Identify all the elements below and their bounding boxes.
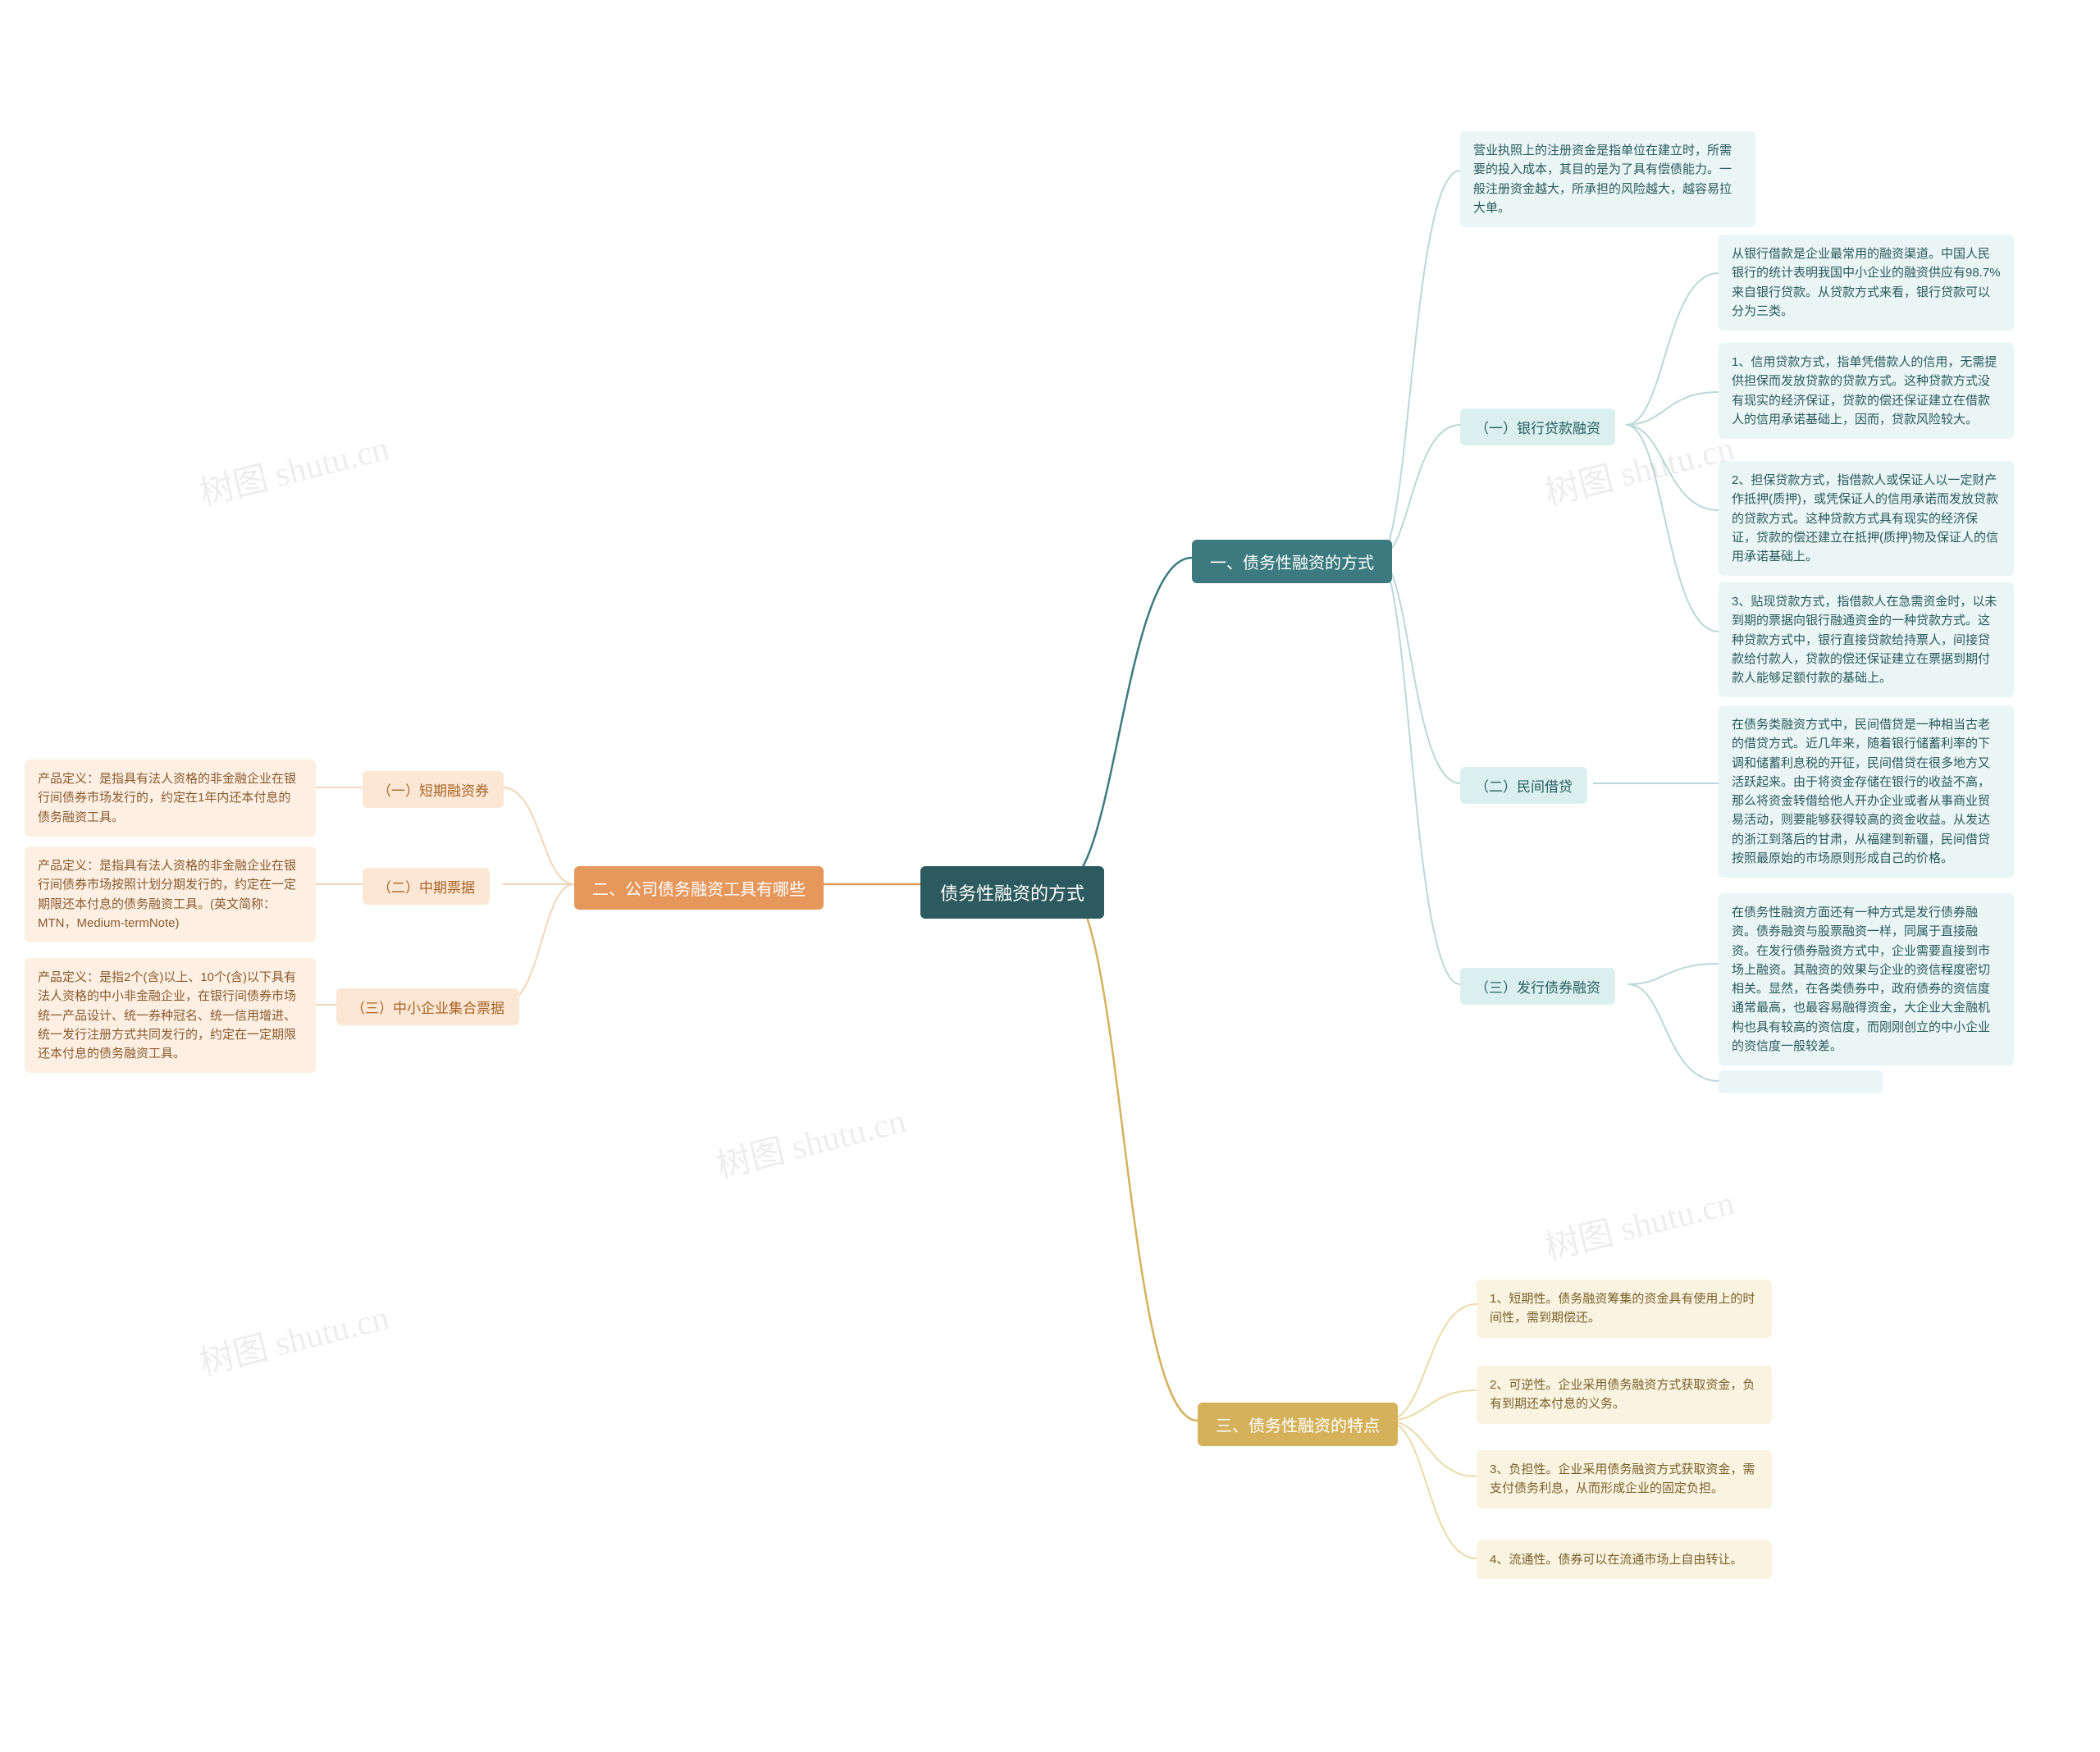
- branch-2-sub-2[interactable]: （二）中期票据: [363, 868, 490, 905]
- branch-3-leaf-1[interactable]: 2、可逆性。企业采用债务融资方式获取资金，负有到期还本付息的义务。: [1477, 1366, 1772, 1424]
- branch-2-sub-1-leaf[interactable]: 产品定义：是指具有法人资格的非金融企业在银行间债券市场发行的，约定在1年内还本付…: [25, 760, 316, 837]
- branch-3-leaf-0[interactable]: 1、短期性。债务融资筹集的资金具有使用上的时间性，需到期偿还。: [1477, 1280, 1772, 1338]
- branch-2[interactable]: 二、公司债务融资工具有哪些: [574, 866, 824, 910]
- branch-1-sub-3[interactable]: （三）发行债券融资: [1460, 968, 1615, 1005]
- branch-1-sub-2[interactable]: （二）民间借贷: [1460, 767, 1587, 804]
- branch-1[interactable]: 一、债务性融资的方式: [1192, 540, 1392, 583]
- branch-1-sub-3-leaf[interactable]: 在债务性融资方面还有一种方式是发行债券融资。债券融资与股票融资一样，同属于直接融…: [1719, 893, 2014, 1065]
- branch-3-leaf-3[interactable]: 4、流通性。债券可以在流通市场上自由转让。: [1477, 1540, 1772, 1579]
- branch-2-sub-1[interactable]: （一）短期融资券: [363, 771, 504, 808]
- branch-2-sub-2-leaf[interactable]: 产品定义：是指具有法人资格的非金融企业在银行间债券市场按照计划分期发行的，约定在…: [25, 846, 316, 942]
- branch-2-sub-3[interactable]: （三）中小企业集合票据: [336, 988, 519, 1025]
- branch-1-sub-3-empty: [1719, 1070, 1883, 1093]
- branch-1-intro[interactable]: 营业执照上的注册资金是指单位在建立时，所需要的投入成本，其目的是为了具有偿债能力…: [1460, 131, 1755, 227]
- branch-1-sub-1[interactable]: （一）银行贷款融资: [1460, 408, 1615, 445]
- watermark: 树图 shutu.cn: [710, 1093, 910, 1188]
- root-node[interactable]: 债务性融资的方式: [920, 866, 1104, 919]
- watermark: 树图 shutu.cn: [194, 420, 393, 515]
- branch-1-sub-1-leaf-2[interactable]: 2、担保贷款方式，指借款人或保证人以一定财产作抵押(质押)，或凭保证人的信用承诺…: [1719, 461, 2014, 576]
- branch-1-sub-1-leaf-0[interactable]: 从银行借款是企业最常用的融资渠道。中国人民银行的统计表明我国中小企业的融资供应有…: [1719, 235, 2014, 331]
- branch-1-sub-2-leaf[interactable]: 在债务类融资方式中，民间借贷是一种相当古老的借贷方式。近几年来，随着银行储蓄利率…: [1719, 705, 2014, 878]
- watermark: 树图 shutu.cn: [194, 1289, 393, 1385]
- branch-1-sub-1-leaf-3[interactable]: 3、贴现贷款方式，指借款人在急需资金时，以未到期的票据向银行融通资金的一种贷款方…: [1719, 582, 2014, 697]
- watermark: 树图 shutu.cn: [1539, 1175, 1738, 1270]
- branch-3-leaf-2[interactable]: 3、负担性。企业采用债务融资方式获取资金，需支付债务利息，从而形成企业的固定负担…: [1477, 1450, 1772, 1508]
- branch-2-sub-3-leaf[interactable]: 产品定义：是指2个(含)以上、10个(含)以下具有法人资格的中小非金融企业，在银…: [25, 958, 316, 1073]
- branch-1-sub-1-leaf-1[interactable]: 1、信用贷款方式，指单凭借款人的信用，无需提供担保而发放贷款的贷款方式。这种贷款…: [1719, 343, 2014, 439]
- mindmap-stage: 债务性融资的方式 一、债务性融资的方式 营业执照上的注册资金是指单位在建立时，所…: [0, 0, 2100, 1752]
- branch-3[interactable]: 三、债务性融资的特点: [1198, 1403, 1398, 1446]
